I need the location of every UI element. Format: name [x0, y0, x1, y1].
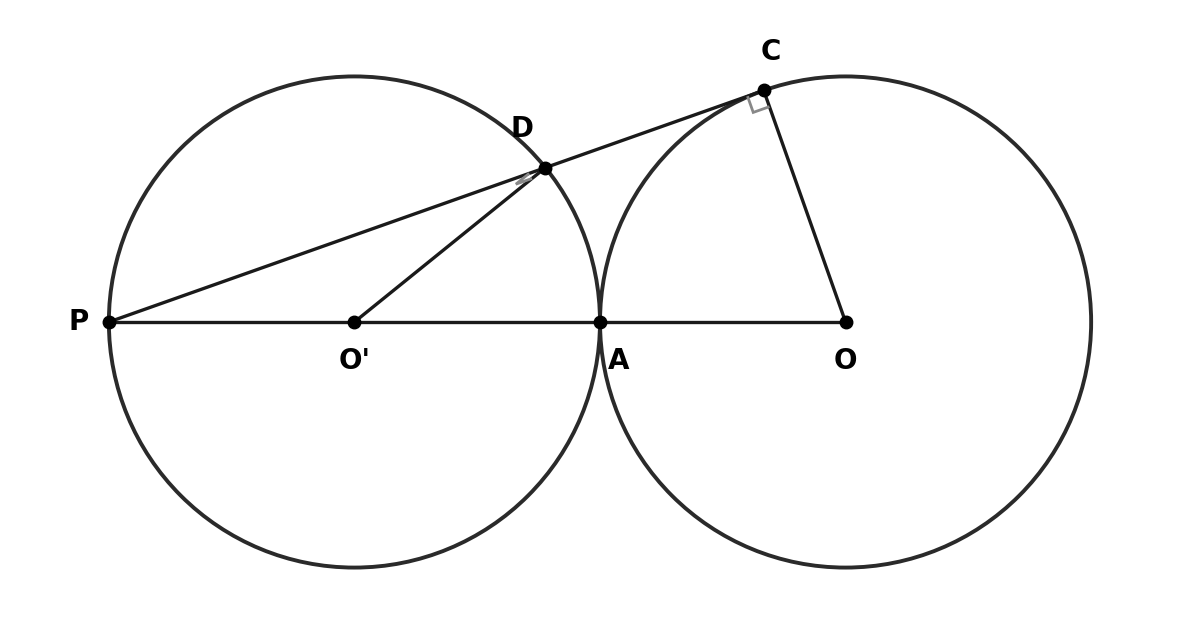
Text: D: D	[510, 115, 533, 143]
Text: P: P	[68, 308, 89, 336]
Text: C: C	[761, 38, 781, 66]
Text: A: A	[607, 346, 629, 375]
Text: O': O'	[338, 346, 371, 375]
Text: O: O	[834, 346, 857, 375]
